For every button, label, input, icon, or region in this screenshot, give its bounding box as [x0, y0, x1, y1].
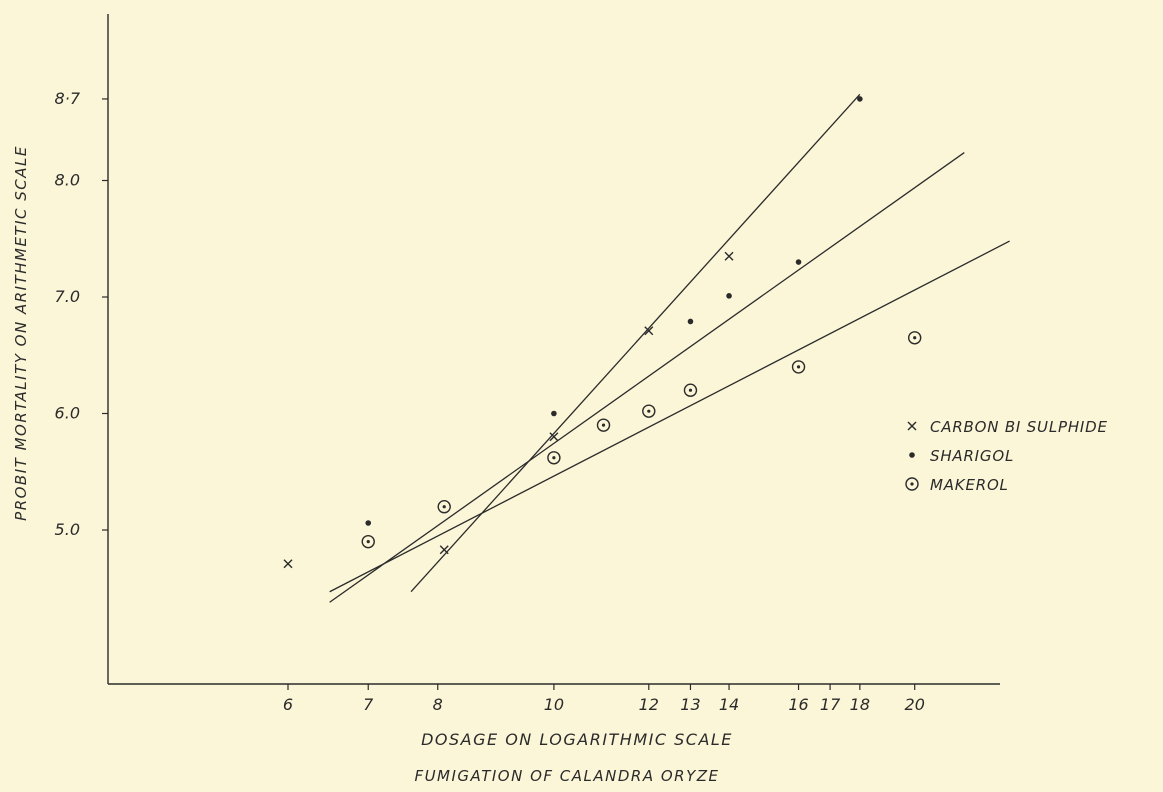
chart-title: FUMIGATION OF CALANDRA ORYZE: [414, 767, 719, 785]
data-point: [596, 418, 611, 432]
cross-stroke: [549, 432, 559, 442]
cross-stroke: [724, 251, 734, 261]
ring: [596, 418, 611, 432]
ring: [683, 383, 698, 397]
legend-label: SHARIGOL: [930, 447, 1014, 465]
data-point: [644, 326, 654, 336]
cross-stroke: [283, 559, 293, 569]
y-tick-label: 8.0: [55, 171, 80, 190]
legend-label: CARBON BI SULPHIDE: [930, 418, 1108, 436]
ring-center: [796, 365, 801, 369]
x-tick-label: 17: [820, 695, 841, 714]
data-point: [365, 520, 372, 526]
x-axis-label: DOSAGE ON LOGARITHMIC SCALE: [421, 730, 733, 749]
data-point: [361, 534, 375, 549]
legend: CARBON BI SULPHIDE SHARIGOL MAKEROL: [905, 418, 1108, 494]
data-point: [724, 251, 734, 261]
x-tick-label: 10: [544, 695, 564, 714]
legend-marker: [905, 477, 919, 491]
x-tick-label: 16: [788, 695, 808, 714]
data-point: [549, 432, 559, 442]
ring-center: [688, 388, 693, 392]
data-point: [791, 360, 806, 374]
data-point: [283, 559, 293, 569]
axes: [107, 14, 1000, 685]
y-ticks: 5.0 6.0 7.0 8.0 8·7: [55, 89, 108, 539]
fit-line: [329, 152, 965, 603]
cross-stroke: [907, 421, 917, 431]
x-tick-label: 20: [905, 695, 925, 714]
ring-center: [366, 540, 370, 544]
legend-marker: [909, 452, 915, 458]
y-tick-label: 7.0: [55, 287, 80, 306]
y-tick-label: 6.0: [55, 404, 80, 423]
y-tick-label: 8·7: [55, 89, 81, 108]
x-tick-label: 12: [639, 695, 659, 714]
data-point: [857, 96, 863, 102]
ring: [437, 500, 451, 514]
data-point: [437, 500, 451, 514]
data-point: [687, 318, 694, 325]
data-point: [795, 259, 802, 265]
ring-center: [647, 409, 651, 413]
ring: [791, 360, 806, 374]
ring-center: [913, 336, 917, 340]
fit-line: [410, 93, 861, 593]
ring: [361, 534, 375, 549]
y-axis-label: PROBIT MORTALITY ON ARITHMETIC SCALE: [12, 145, 30, 521]
ring-center: [601, 423, 606, 427]
legend-label: MAKEROL: [930, 476, 1009, 494]
cross-stroke: [439, 545, 449, 555]
ring-center: [552, 456, 556, 460]
x-tick-label: 13: [680, 695, 700, 714]
legend-marker: [907, 421, 917, 431]
x-tick-label: 18: [850, 695, 870, 714]
fit-lines: [329, 93, 1010, 603]
data-point: [551, 410, 557, 417]
data-points: [283, 96, 922, 569]
cross-stroke: [644, 326, 654, 336]
ring: [905, 477, 919, 491]
ring: [642, 404, 656, 418]
data-point: [726, 293, 732, 299]
x-ticks: 6 7 8 10 12 13 14 16 17 18 20: [283, 684, 925, 714]
ring: [907, 331, 922, 345]
x-tick-label: 14: [719, 695, 739, 714]
y-tick-label: 5.0: [55, 520, 80, 539]
fit-line: [329, 240, 1010, 593]
data-point: [907, 331, 922, 345]
data-point: [439, 545, 449, 555]
data-point: [547, 451, 561, 465]
data-point: [642, 404, 656, 418]
ring-center: [442, 505, 446, 509]
ring-center: [910, 482, 914, 486]
x-tick-label: 8: [433, 695, 443, 714]
x-tick-label: 6: [283, 695, 293, 714]
x-tick-label: 7: [363, 695, 374, 714]
ring: [547, 451, 561, 465]
data-point: [683, 383, 698, 397]
